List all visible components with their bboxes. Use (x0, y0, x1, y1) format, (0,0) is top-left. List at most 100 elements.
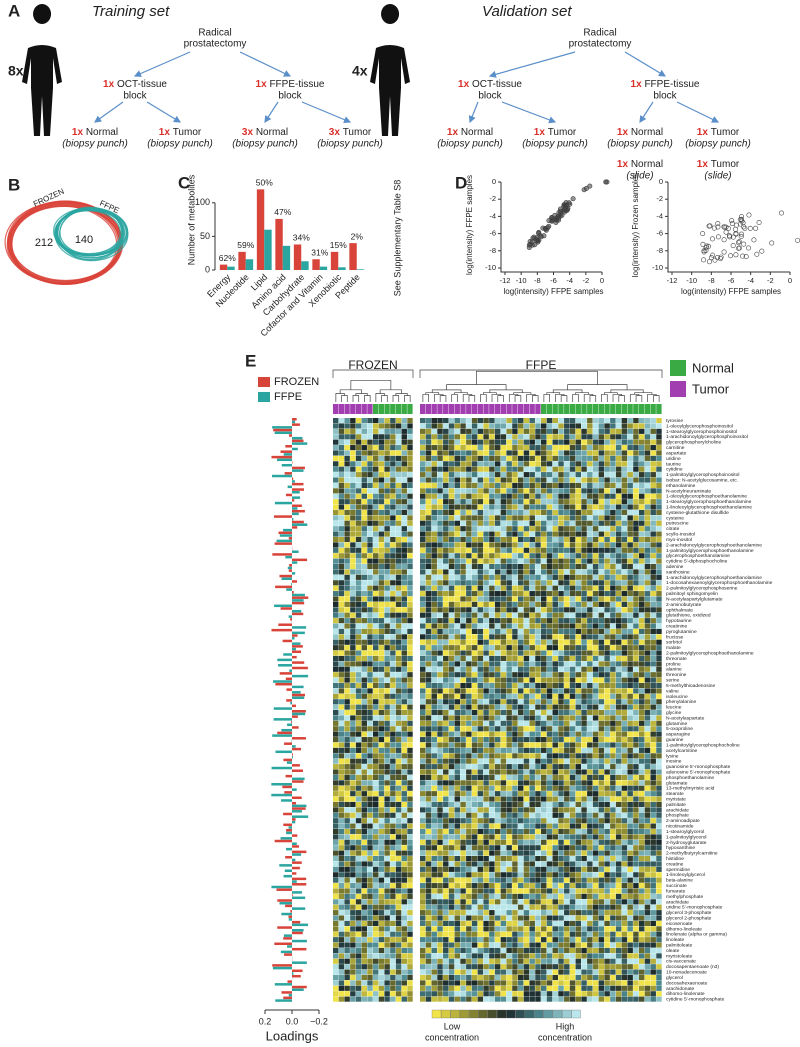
heatmap-cell (558, 456, 563, 461)
heatmap-cell (379, 532, 384, 537)
heatmap-cell (362, 737, 367, 742)
block-node: block (478, 91, 502, 102)
heatmap-cell (333, 834, 338, 839)
heatmap-cell (547, 629, 552, 634)
heatmap-cell (553, 737, 558, 742)
heatmap-cell (437, 861, 442, 866)
heatmap-cell (466, 710, 471, 715)
heatmap-cell (524, 559, 529, 564)
heatmap-cell (426, 894, 431, 899)
heatmap-cell (396, 970, 401, 975)
heatmap-cell (390, 975, 395, 980)
heatmap-cell (524, 494, 529, 499)
heatmap-cell (455, 899, 460, 904)
heatmap-cell (384, 834, 389, 839)
heatmap-cell (483, 429, 488, 434)
heatmap-cell (350, 602, 355, 607)
heatmap-cell (420, 742, 425, 747)
heatmap-cell (460, 623, 465, 628)
heatmap-cell (489, 532, 494, 537)
heatmap-cell (489, 580, 494, 585)
heatmap-cell (437, 715, 442, 720)
heatmap-cell (373, 721, 378, 726)
heatmap-cell (524, 418, 529, 423)
heatmap-cell (472, 883, 477, 888)
heatmap-cell (339, 667, 344, 672)
heatmap-cell (333, 726, 338, 731)
heatmap-cell (384, 915, 389, 920)
heatmap-cell (362, 997, 367, 1002)
heatmap-cell (344, 553, 349, 558)
heatmap-cell (460, 997, 465, 1002)
heatmap-cell (449, 824, 454, 829)
heatmap-cell (547, 477, 552, 482)
heatmap-cell (472, 667, 477, 672)
heatmap-cell (362, 715, 367, 720)
heatmap-cell (535, 948, 540, 953)
heatmap-cell (390, 915, 395, 920)
heatmap-cell (367, 613, 372, 618)
heatmap-cell (443, 829, 448, 834)
heatmap-cell (373, 905, 378, 910)
heatmap-cell (455, 450, 460, 455)
heatmap-cell (529, 710, 534, 715)
heatmap-cell (437, 434, 442, 439)
heatmap-cell (501, 834, 506, 839)
heatmap-cell (407, 640, 412, 645)
heatmap-cell (379, 905, 384, 910)
heatmap-cell (518, 883, 523, 888)
heatmap-cell (501, 537, 506, 542)
heatmap-cell (373, 483, 378, 488)
heatmap-cell (362, 710, 367, 715)
heatmap-cell (466, 915, 471, 920)
heatmap-cell (495, 905, 500, 910)
heatmap-cell (455, 548, 460, 553)
heatmap-cell (483, 991, 488, 996)
heatmap-cell (437, 878, 442, 883)
heatmap-cell (390, 672, 395, 677)
heatmap-cell (426, 786, 431, 791)
heatmap-cell (506, 467, 511, 472)
scatter-point (769, 241, 773, 245)
heatmap-cell (426, 559, 431, 564)
heatmap-cell (384, 461, 389, 466)
heatmap-cell (576, 429, 581, 434)
heatmap-cell (529, 824, 534, 829)
heatmap-cell (396, 596, 401, 601)
heatmap-cell (564, 548, 569, 553)
heatmap-cell (339, 856, 344, 861)
heatmap-cell (407, 537, 412, 542)
heatmap-cell (489, 834, 494, 839)
block-node: 1x FFPE-tissue (256, 79, 325, 90)
heatmap-cell (350, 542, 355, 547)
heatmap-cell (501, 661, 506, 666)
heatmap-cell (384, 537, 389, 542)
heatmap-cell (547, 867, 552, 872)
heatmap-cell (344, 824, 349, 829)
heatmap-cell (455, 618, 460, 623)
block-node-part: 1x (458, 79, 472, 90)
heatmap-cell (460, 964, 465, 969)
heatmap-cell (384, 759, 389, 764)
heatmap-cell (524, 813, 529, 818)
heatmap-cell (576, 948, 581, 953)
sample-bar (547, 404, 552, 414)
heatmap-cell (512, 694, 517, 699)
heatmap-cell (449, 813, 454, 818)
heatmap-cell (356, 780, 361, 785)
y-tick-label: -2 (656, 194, 663, 203)
heatmap-cell (535, 829, 540, 834)
heatmap-cell (437, 651, 442, 656)
heatmap-cell (501, 807, 506, 812)
heatmap-cell (483, 678, 488, 683)
heatmap-cell (576, 661, 581, 666)
heatmap-cell (466, 980, 471, 985)
heatmap-cell (541, 959, 546, 964)
heatmap-cell (367, 759, 372, 764)
heatmap-cell (524, 818, 529, 823)
heatmap-cell (483, 564, 488, 569)
heatmap-cell (362, 515, 367, 520)
heatmap-cell (576, 986, 581, 991)
heatmap-cell (379, 932, 384, 937)
heatmap-cell (558, 948, 563, 953)
